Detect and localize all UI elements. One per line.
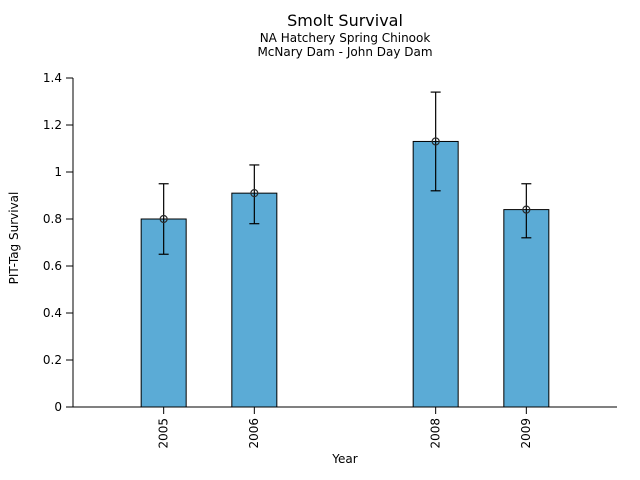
x-tick-label: 2009: [519, 418, 533, 449]
y-tick-label: 1.2: [43, 118, 62, 132]
mean-marker-2006: [250, 189, 259, 198]
y-tick-label: 0.2: [43, 353, 62, 367]
y-tick-label: 0.4: [43, 306, 62, 320]
bar-2006: [231, 192, 278, 408]
y-tick-label: 0.6: [43, 259, 62, 273]
y-tick-label: 0.8: [43, 212, 62, 226]
x-tick-label: 2005: [157, 418, 171, 449]
mean-marker-2005: [159, 214, 168, 224]
y-tick-label: 1: [54, 165, 62, 179]
x-tick-label: 2006: [247, 418, 261, 449]
bar-2009: [503, 209, 550, 408]
mean-marker-2008: [431, 137, 440, 146]
chart-subtitle-line2: McNary Dam - John Day Dam: [257, 45, 433, 59]
y-tick-label: 1.4: [43, 71, 62, 85]
y-tick-label: 0: [54, 400, 62, 414]
chart-title: Smolt Survival: [287, 11, 403, 30]
mean-marker-2009: [522, 205, 531, 214]
x-tick-label: 2008: [429, 418, 443, 449]
chart-subtitle-line1: NA Hatchery Spring Chinook: [259, 31, 431, 45]
x-axis-label: Year: [332, 452, 358, 466]
